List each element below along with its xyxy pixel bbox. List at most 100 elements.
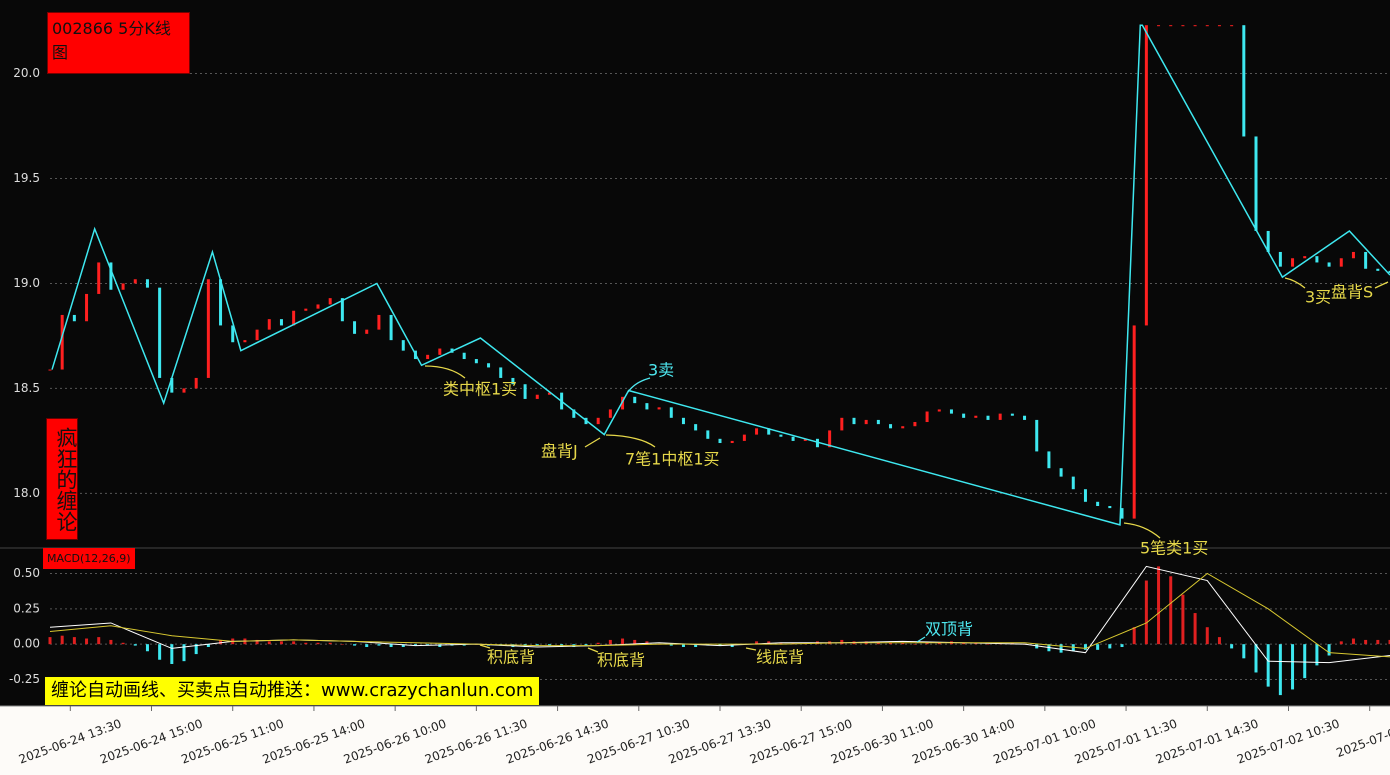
candle <box>608 409 612 418</box>
candle <box>1217 25 1221 27</box>
candle <box>304 308 308 311</box>
macd-bar <box>718 644 722 646</box>
annotation-arrow <box>1284 277 1306 289</box>
macd-bar <box>267 641 271 645</box>
macd-bar <box>962 642 966 645</box>
candle <box>718 438 722 444</box>
macd-bar <box>730 644 734 648</box>
candle <box>1303 256 1307 259</box>
candle <box>901 426 905 429</box>
macd-bar <box>365 644 369 648</box>
candle <box>1132 325 1136 519</box>
macd-bar <box>669 644 673 646</box>
candle <box>828 430 832 448</box>
annotation: 积底背 <box>597 651 645 670</box>
macd-bar <box>681 644 685 648</box>
candle <box>365 329 369 334</box>
macd-bar <box>1193 613 1197 645</box>
candle <box>353 321 357 334</box>
candle <box>876 419 880 425</box>
macd-bar <box>438 644 442 648</box>
macd-bar <box>694 644 698 648</box>
annotation: 盘背S <box>1331 283 1373 302</box>
candle <box>1351 251 1355 259</box>
macd-bar <box>755 641 759 645</box>
annotation: 5笔类1买 <box>1140 539 1208 558</box>
candle <box>974 415 978 418</box>
annotation: 积底背 <box>487 648 535 667</box>
annotation: 盘背J <box>541 442 578 461</box>
candle <box>864 419 868 425</box>
annotation-arrow <box>424 365 466 379</box>
candle <box>219 279 223 326</box>
macd-bar <box>109 639 113 645</box>
candle <box>779 434 783 437</box>
macd-bar <box>535 644 539 646</box>
annotation: 类中枢1买 <box>443 380 517 399</box>
candle <box>657 407 661 410</box>
candle <box>852 417 856 425</box>
macd-bar <box>633 639 637 645</box>
macd-bar <box>377 644 381 646</box>
macd-bar <box>767 641 771 645</box>
candle <box>182 388 186 393</box>
candle <box>1157 25 1161 27</box>
y-tick-label: 20.0 <box>13 66 40 80</box>
annotation-arrow <box>745 647 757 651</box>
macd-bar <box>1327 644 1331 656</box>
macd-bar <box>1230 644 1234 649</box>
candle <box>1010 413 1014 416</box>
macd-bar <box>1376 639 1380 645</box>
candle <box>426 354 430 360</box>
candle <box>767 428 771 435</box>
macd-bar <box>1364 639 1368 645</box>
annotation: 双顶背 <box>925 620 973 639</box>
candle <box>1388 270 1390 273</box>
candle <box>633 396 637 404</box>
macd-bar <box>206 644 210 648</box>
candle <box>145 279 149 288</box>
macd-bar <box>1059 644 1063 653</box>
macd-bar <box>1157 566 1161 645</box>
candle <box>170 377 174 393</box>
candle <box>1023 415 1027 420</box>
candle <box>535 394 539 399</box>
y-tick-label: -0.25 <box>9 672 40 686</box>
annotation-arrow <box>587 647 599 653</box>
candle <box>487 363 491 368</box>
candle <box>1278 251 1282 267</box>
candle <box>1254 136 1258 231</box>
candle <box>267 319 271 330</box>
macd-bar <box>219 639 223 645</box>
macd-bar <box>876 642 880 645</box>
macd-line <box>49 572 1390 658</box>
candle <box>292 310 296 326</box>
y-tick-label: 18.0 <box>13 486 40 500</box>
candle <box>1108 506 1112 509</box>
macd-bar <box>584 644 588 646</box>
candle <box>462 352 466 360</box>
macd-bar <box>925 642 929 645</box>
annotation-arrow <box>916 636 926 643</box>
banner: 缠论自动画线、买卖点自动推送：www.crazychanlun.com <box>45 677 540 705</box>
candle <box>48 369 52 371</box>
macd-bar <box>1278 644 1282 696</box>
macd-bar <box>596 642 600 645</box>
candle <box>158 287 162 378</box>
macd-bar <box>1144 580 1148 645</box>
macd-title: MACD(12,26,9) <box>43 548 135 569</box>
macd-bar <box>255 639 259 645</box>
macd-bar <box>340 644 344 645</box>
candle <box>377 314 381 330</box>
macd-bar <box>328 642 332 645</box>
macd-bar <box>1120 644 1124 648</box>
candle <box>986 415 990 420</box>
macd-bar <box>1096 644 1100 650</box>
candle <box>194 377 198 389</box>
candle <box>681 417 685 425</box>
candle <box>1144 25 1148 326</box>
macd-bar <box>1132 627 1136 645</box>
macd-bar <box>779 642 783 645</box>
candle <box>121 283 125 290</box>
